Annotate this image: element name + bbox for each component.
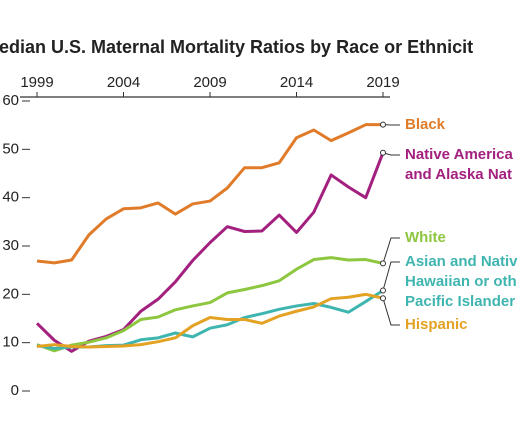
x-tick-label: 2004 — [107, 74, 140, 91]
legend-label: Pacific Islander — [405, 293, 515, 310]
legend-label: White — [405, 229, 446, 246]
legend-label: Native America — [405, 146, 513, 163]
leader-line — [382, 237, 400, 264]
series-line — [36, 292, 384, 349]
x-tick-label: 1999 — [20, 74, 53, 91]
x-tick-label: 2014 — [280, 74, 313, 91]
y-tick-label: 20 — [2, 285, 19, 302]
end-point — [380, 149, 386, 156]
legend-label: Black — [405, 116, 446, 133]
chart-title: edian U.S. Maternal Mortality Ratios by … — [0, 37, 473, 57]
y-tick-label: 0 — [11, 382, 19, 399]
y-tick-label: 50 — [2, 140, 19, 157]
legend-label: Hispanic — [405, 316, 468, 333]
legend-label: Hawaiian or oth — [405, 273, 517, 290]
x-tick-label: 2009 — [193, 74, 226, 91]
y-tick-label: 10 — [2, 334, 19, 351]
series-line — [36, 123, 383, 265]
series-line — [35, 152, 385, 353]
x-tick-label: 2019 — [366, 74, 399, 91]
series-line — [36, 256, 384, 353]
leader-line — [382, 298, 400, 326]
y-tick-label: 40 — [2, 189, 19, 206]
end-point — [380, 295, 386, 302]
end-point — [380, 121, 386, 128]
end-point — [380, 287, 386, 294]
leader-line — [382, 261, 400, 291]
y-tick-label: 60 — [2, 92, 19, 109]
legend-label: and Alaska Nat — [405, 166, 512, 183]
legend-label: Asian and Nativ — [405, 253, 518, 270]
end-point — [380, 260, 386, 267]
y-tick-label: 30 — [2, 237, 19, 254]
